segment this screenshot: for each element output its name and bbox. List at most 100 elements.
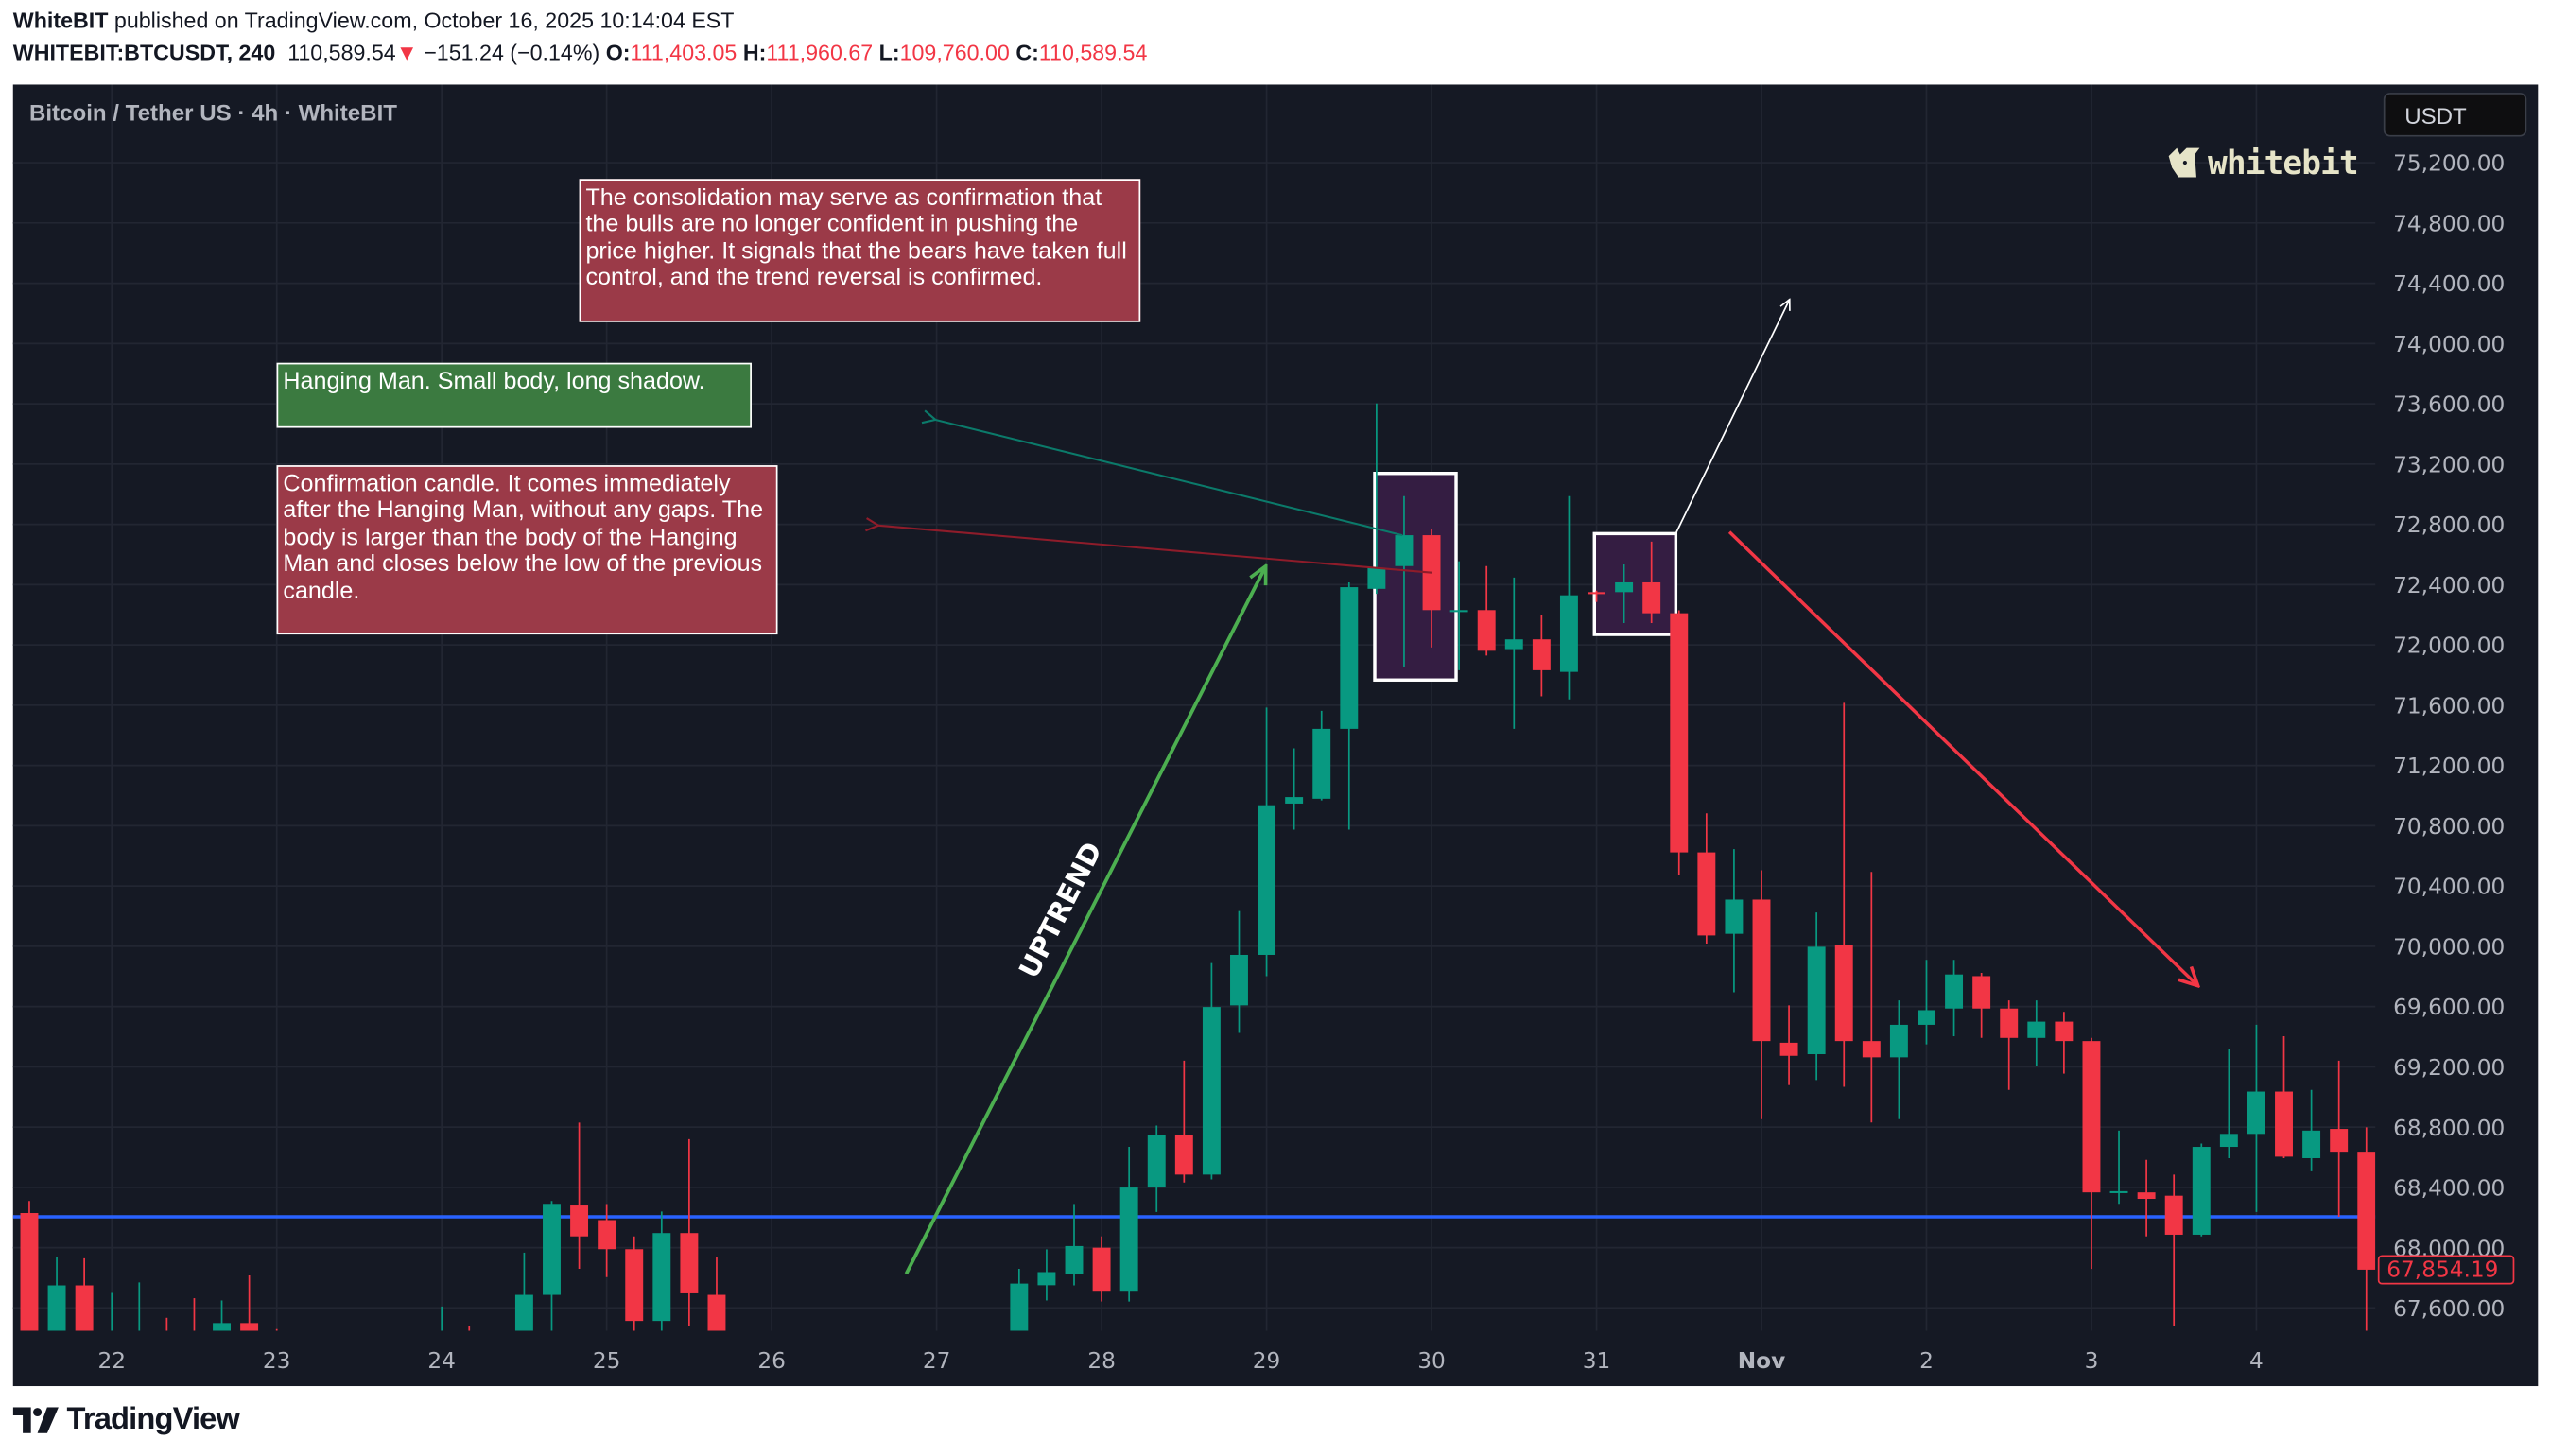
- candle[interactable]: [1889, 1000, 1908, 1119]
- candle[interactable]: [1449, 561, 1468, 670]
- candle[interactable]: [75, 1257, 94, 1353]
- candle[interactable]: [2137, 1159, 2156, 1237]
- downtrend-arrow[interactable]: [1727, 530, 2198, 986]
- candle[interactable]: [1010, 1268, 1029, 1368]
- candle[interactable]: [20, 1201, 39, 1353]
- candle[interactable]: [433, 1306, 451, 1398]
- candle[interactable]: [130, 1282, 148, 1368]
- candle[interactable]: [350, 1353, 368, 1406]
- candle[interactable]: [1202, 962, 1221, 1180]
- candle[interactable]: [2247, 1024, 2265, 1212]
- candle[interactable]: [1945, 960, 1964, 1037]
- candle[interactable]: [982, 1338, 1000, 1391]
- candle[interactable]: [1807, 912, 1826, 1081]
- candle[interactable]: [2164, 1174, 2183, 1326]
- time-tick-label: 29: [1253, 1348, 1281, 1374]
- candle[interactable]: [2082, 1037, 2101, 1270]
- candle[interactable]: [1615, 563, 1634, 624]
- candle[interactable]: [378, 1361, 396, 1413]
- chart-panel[interactable]: [12, 84, 2539, 1387]
- candle[interactable]: [707, 1257, 726, 1353]
- candle[interactable]: [570, 1122, 589, 1269]
- candle[interactable]: [1642, 541, 1661, 624]
- candle[interactable]: [1477, 565, 1496, 656]
- candle[interactable]: [488, 1338, 506, 1398]
- candle[interactable]: [1258, 707, 1276, 977]
- candle[interactable]: [1697, 813, 1716, 945]
- candle[interactable]: [1340, 581, 1359, 830]
- candle[interactable]: [1092, 1236, 1111, 1302]
- candle[interactable]: [240, 1274, 259, 1353]
- currency-button[interactable]: USDT: [2383, 93, 2527, 137]
- candle[interactable]: [514, 1252, 533, 1368]
- hanging-man-note[interactable]: Hanging Man. Small body, long shadow.: [276, 362, 752, 428]
- candle[interactable]: [900, 1361, 918, 1421]
- time-axis[interactable]: 22 23 24 25 26 27 28 29 30 31 Nov 2 3 4: [97, 1348, 2263, 1374]
- confirmation-pointer-arrow[interactable]: [878, 526, 1432, 574]
- candle[interactable]: [2027, 1000, 2046, 1066]
- candle[interactable]: [1037, 1249, 1056, 1301]
- candle[interactable]: [543, 1201, 561, 1345]
- candle[interactable]: [1862, 872, 1881, 1123]
- candle[interactable]: [1972, 972, 1991, 1038]
- candle[interactable]: [598, 1204, 616, 1277]
- consolidation-pointer-arrow[interactable]: [1675, 300, 1789, 534]
- candle[interactable]: [955, 1353, 973, 1406]
- candle[interactable]: [2357, 1127, 2376, 1334]
- hanging-man-highlight-box[interactable]: [1373, 472, 1458, 682]
- candle[interactable]: [2055, 1012, 2074, 1074]
- candle[interactable]: [1588, 590, 1605, 602]
- chart-legend[interactable]: Bitcoin / Tether US · 4h · WhiteBIT: [28, 98, 397, 126]
- candle[interactable]: [1147, 1125, 1166, 1212]
- candle[interactable]: [680, 1138, 699, 1326]
- candle[interactable]: [873, 1353, 891, 1413]
- candle[interactable]: [213, 1300, 231, 1353]
- confirmation-note[interactable]: Confirmation candle. It comes immediatel…: [276, 465, 778, 635]
- candle[interactable]: [652, 1211, 671, 1333]
- price-axis[interactable]: 75,200.00 74,800.00 74,400.00 74,000.00 73,6…: [2393, 151, 2505, 1322]
- candle[interactable]: [1834, 702, 1853, 1087]
- candle[interactable]: [47, 1257, 66, 1353]
- candle[interactable]: [322, 1341, 340, 1398]
- uptrend-label[interactable]: UPTREND: [1013, 837, 1108, 983]
- candle[interactable]: [1779, 1005, 1798, 1085]
- candle[interactable]: [295, 1335, 313, 1383]
- candle[interactable]: [1670, 610, 1689, 875]
- candle[interactable]: [185, 1298, 203, 1368]
- candle[interactable]: [2302, 1089, 2321, 1171]
- candle[interactable]: [2000, 1000, 2019, 1090]
- candle[interactable]: [1395, 495, 1414, 667]
- candle[interactable]: [625, 1236, 644, 1335]
- candle[interactable]: [1725, 849, 1744, 993]
- candle[interactable]: [1752, 870, 1771, 1119]
- candle[interactable]: [1174, 1060, 1193, 1183]
- candle[interactable]: [1532, 615, 1551, 697]
- hanging-man-pointer-arrow[interactable]: [935, 420, 1403, 537]
- candle[interactable]: [1312, 710, 1331, 801]
- candle[interactable]: [1504, 577, 1523, 729]
- candle[interactable]: [2109, 1130, 2128, 1205]
- candle[interactable]: [1367, 403, 1386, 595]
- candle[interactable]: [2192, 1143, 2211, 1237]
- candle[interactable]: [2219, 1049, 2238, 1158]
- candle[interactable]: [406, 1353, 424, 1413]
- candle[interactable]: [103, 1292, 121, 1361]
- candle[interactable]: [1065, 1204, 1084, 1286]
- candle[interactable]: [845, 1368, 863, 1429]
- candle[interactable]: [1230, 910, 1248, 1033]
- candle[interactable]: [2330, 1060, 2349, 1217]
- candle[interactable]: [1918, 960, 1935, 1045]
- consolidation-highlight-box[interactable]: [1592, 531, 1678, 636]
- candle[interactable]: [460, 1326, 478, 1384]
- consolidation-note[interactable]: The consolidation may serve as confirmat…: [579, 179, 1141, 322]
- candle[interactable]: [736, 1332, 754, 1383]
- candle[interactable]: [158, 1317, 176, 1368]
- uptrend-arrow[interactable]: [904, 566, 1265, 1275]
- candle[interactable]: [1559, 495, 1578, 700]
- candle[interactable]: [818, 1361, 836, 1421]
- candle[interactable]: [1285, 748, 1304, 830]
- candle[interactable]: [1119, 1147, 1138, 1302]
- candle[interactable]: [790, 1353, 808, 1413]
- candle[interactable]: [2275, 1036, 2293, 1158]
